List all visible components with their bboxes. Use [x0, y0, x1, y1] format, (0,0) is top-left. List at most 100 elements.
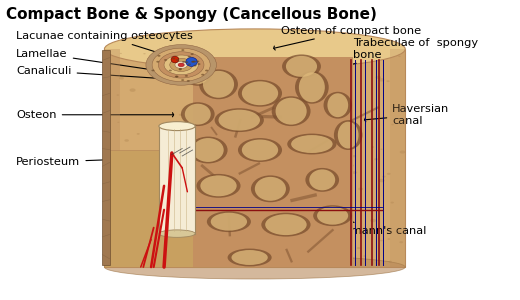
Ellipse shape: [265, 214, 307, 235]
Ellipse shape: [334, 120, 362, 150]
Circle shape: [172, 58, 175, 59]
Circle shape: [187, 80, 190, 82]
Ellipse shape: [313, 205, 352, 226]
Circle shape: [129, 88, 136, 92]
Circle shape: [157, 61, 160, 63]
Ellipse shape: [187, 66, 208, 84]
Circle shape: [117, 180, 122, 182]
Circle shape: [169, 70, 172, 71]
Circle shape: [178, 69, 181, 70]
Circle shape: [146, 45, 216, 85]
Ellipse shape: [242, 81, 278, 105]
Circle shape: [137, 133, 140, 135]
Circle shape: [138, 208, 142, 211]
Ellipse shape: [286, 56, 317, 77]
Ellipse shape: [185, 104, 211, 124]
Ellipse shape: [192, 138, 224, 162]
Circle shape: [164, 68, 170, 71]
Circle shape: [159, 52, 204, 78]
Ellipse shape: [261, 213, 310, 237]
Circle shape: [178, 63, 184, 67]
Circle shape: [166, 202, 169, 203]
Circle shape: [173, 241, 176, 242]
Ellipse shape: [211, 213, 247, 231]
Circle shape: [144, 220, 149, 224]
Polygon shape: [105, 49, 120, 267]
Circle shape: [350, 68, 353, 70]
Circle shape: [152, 224, 156, 226]
Ellipse shape: [228, 248, 271, 266]
Circle shape: [386, 80, 389, 82]
Circle shape: [193, 61, 196, 62]
Text: Canaliculi: Canaliculi: [16, 66, 164, 81]
Circle shape: [179, 114, 183, 116]
Ellipse shape: [186, 57, 197, 66]
Circle shape: [116, 94, 119, 96]
Ellipse shape: [199, 69, 238, 99]
Text: Compact Bone & Spongy (Cancellous Bone): Compact Bone & Spongy (Cancellous Bone): [6, 7, 377, 22]
Circle shape: [173, 231, 178, 233]
Circle shape: [171, 127, 174, 128]
Ellipse shape: [105, 29, 405, 69]
Ellipse shape: [317, 207, 348, 225]
Circle shape: [148, 218, 152, 221]
Circle shape: [379, 179, 385, 182]
Text: Lacunae containing osteocytes: Lacunae containing osteocytes: [16, 31, 193, 62]
Circle shape: [379, 78, 384, 82]
Circle shape: [191, 53, 194, 55]
Circle shape: [196, 61, 199, 62]
Ellipse shape: [231, 250, 268, 265]
Circle shape: [150, 155, 155, 158]
Circle shape: [358, 188, 363, 190]
Circle shape: [185, 75, 188, 77]
Circle shape: [174, 148, 178, 150]
Circle shape: [387, 173, 391, 175]
Ellipse shape: [197, 174, 241, 198]
Ellipse shape: [276, 98, 307, 124]
Circle shape: [136, 192, 140, 195]
Circle shape: [151, 70, 154, 71]
Circle shape: [371, 146, 374, 148]
Ellipse shape: [181, 102, 215, 126]
Circle shape: [374, 158, 378, 160]
Circle shape: [170, 58, 192, 71]
Circle shape: [182, 61, 185, 63]
Circle shape: [201, 74, 204, 76]
Circle shape: [118, 122, 120, 123]
Circle shape: [357, 247, 360, 249]
Circle shape: [179, 68, 183, 70]
Circle shape: [387, 238, 391, 240]
Circle shape: [352, 171, 357, 174]
Text: Osteon: Osteon: [16, 110, 174, 120]
Circle shape: [180, 57, 184, 59]
Circle shape: [158, 55, 161, 57]
Circle shape: [164, 59, 167, 61]
Circle shape: [128, 219, 132, 221]
Circle shape: [135, 178, 139, 180]
Polygon shape: [105, 49, 405, 267]
Ellipse shape: [200, 176, 237, 196]
Circle shape: [175, 76, 178, 77]
Ellipse shape: [159, 230, 195, 237]
Circle shape: [188, 63, 191, 65]
Ellipse shape: [328, 93, 348, 117]
Circle shape: [129, 214, 131, 215]
Ellipse shape: [251, 176, 290, 202]
Ellipse shape: [309, 169, 335, 190]
Circle shape: [175, 76, 178, 77]
Ellipse shape: [159, 122, 195, 130]
Circle shape: [399, 241, 403, 243]
Ellipse shape: [215, 108, 264, 132]
Ellipse shape: [305, 168, 339, 192]
Circle shape: [192, 187, 196, 189]
Circle shape: [348, 257, 354, 260]
Circle shape: [128, 156, 135, 160]
Ellipse shape: [238, 80, 282, 107]
Circle shape: [124, 139, 129, 142]
Circle shape: [152, 48, 210, 82]
Ellipse shape: [189, 136, 228, 164]
Ellipse shape: [184, 65, 212, 86]
Ellipse shape: [287, 134, 336, 154]
Text: Osteon of compact bone: Osteon of compact bone: [274, 26, 421, 50]
Circle shape: [380, 240, 383, 242]
